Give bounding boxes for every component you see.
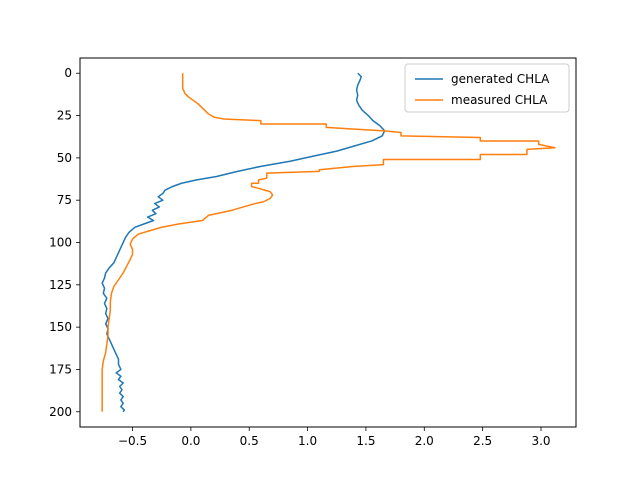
series-line-1 bbox=[101, 73, 556, 412]
x-tick-label: 2.0 bbox=[415, 434, 434, 448]
y-tick-label: 200 bbox=[49, 405, 72, 419]
series-layer bbox=[101, 72, 556, 413]
x-tick-label: 3.0 bbox=[531, 434, 550, 448]
legend: generated CHLA measured CHLA bbox=[404, 63, 570, 113]
series-line-0 bbox=[101, 72, 386, 413]
x-axis: −0.5 0.0 0.5 1.0 1.5 2.0 2.5 3.0 bbox=[118, 427, 551, 448]
x-tick-label: −0.5 bbox=[118, 434, 147, 448]
y-tick-label: 125 bbox=[49, 278, 72, 292]
y-tick-label: 0 bbox=[64, 66, 72, 80]
y-tick-label: 175 bbox=[49, 362, 72, 376]
plot-area bbox=[80, 58, 576, 427]
y-tick-label: 150 bbox=[49, 320, 72, 334]
x-tick-label: 1.0 bbox=[298, 434, 317, 448]
x-tick-label: 1.5 bbox=[356, 434, 375, 448]
legend-box bbox=[404, 63, 570, 113]
y-tick-label: 25 bbox=[57, 109, 72, 123]
y-tick-label: 75 bbox=[57, 193, 72, 207]
y-tick-label: 50 bbox=[57, 151, 72, 165]
x-tick-label: 0.5 bbox=[240, 434, 259, 448]
y-tick-label: 100 bbox=[49, 236, 72, 250]
x-tick-label: 0.0 bbox=[181, 434, 200, 448]
y-axis: 0 25 50 75 100 125 150 175 200 bbox=[49, 66, 80, 419]
x-tick-label: 2.5 bbox=[473, 434, 492, 448]
legend-label-1: measured CHLA bbox=[451, 93, 548, 107]
legend-label-0: generated CHLA bbox=[451, 72, 550, 86]
